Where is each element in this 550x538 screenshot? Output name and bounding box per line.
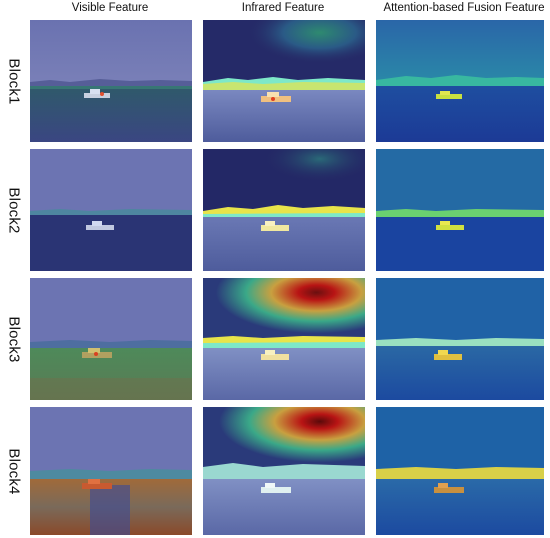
panel-block2-visible	[30, 149, 192, 271]
panel-block3-visible	[30, 278, 192, 400]
ship	[436, 91, 462, 99]
ship	[261, 350, 289, 360]
row-label-block2: Block2	[5, 186, 23, 234]
panel-block3-infrared	[203, 278, 365, 400]
panel-block1-fusion	[376, 20, 544, 142]
row-label-block3: Block3	[5, 315, 23, 363]
panel-block2-infrared	[203, 149, 365, 271]
panel-block1-infrared	[203, 20, 365, 142]
ship	[261, 483, 291, 493]
panel-block1-visible	[30, 20, 192, 142]
ship	[82, 479, 112, 489]
row-label-block1: Block1	[5, 57, 23, 105]
panel-block4-fusion	[376, 407, 544, 535]
panel-block4-visible	[30, 407, 192, 535]
ship	[261, 221, 289, 231]
ship	[86, 221, 114, 230]
ship	[82, 348, 112, 358]
ship	[434, 483, 464, 493]
panel-block3-fusion	[376, 278, 544, 400]
column-header-fusion: Attention-based Fusion Feature	[383, 2, 545, 14]
ship	[436, 221, 464, 230]
panel-block2-fusion	[376, 149, 544, 271]
ship	[84, 89, 110, 98]
column-header-infrared: Infrared Feature	[241, 2, 325, 14]
ship	[261, 92, 291, 102]
column-header-visible: Visible Feature	[71, 2, 149, 14]
panel-block4-infrared	[203, 407, 365, 535]
ship	[434, 350, 462, 360]
row-label-block4: Block4	[5, 447, 23, 495]
